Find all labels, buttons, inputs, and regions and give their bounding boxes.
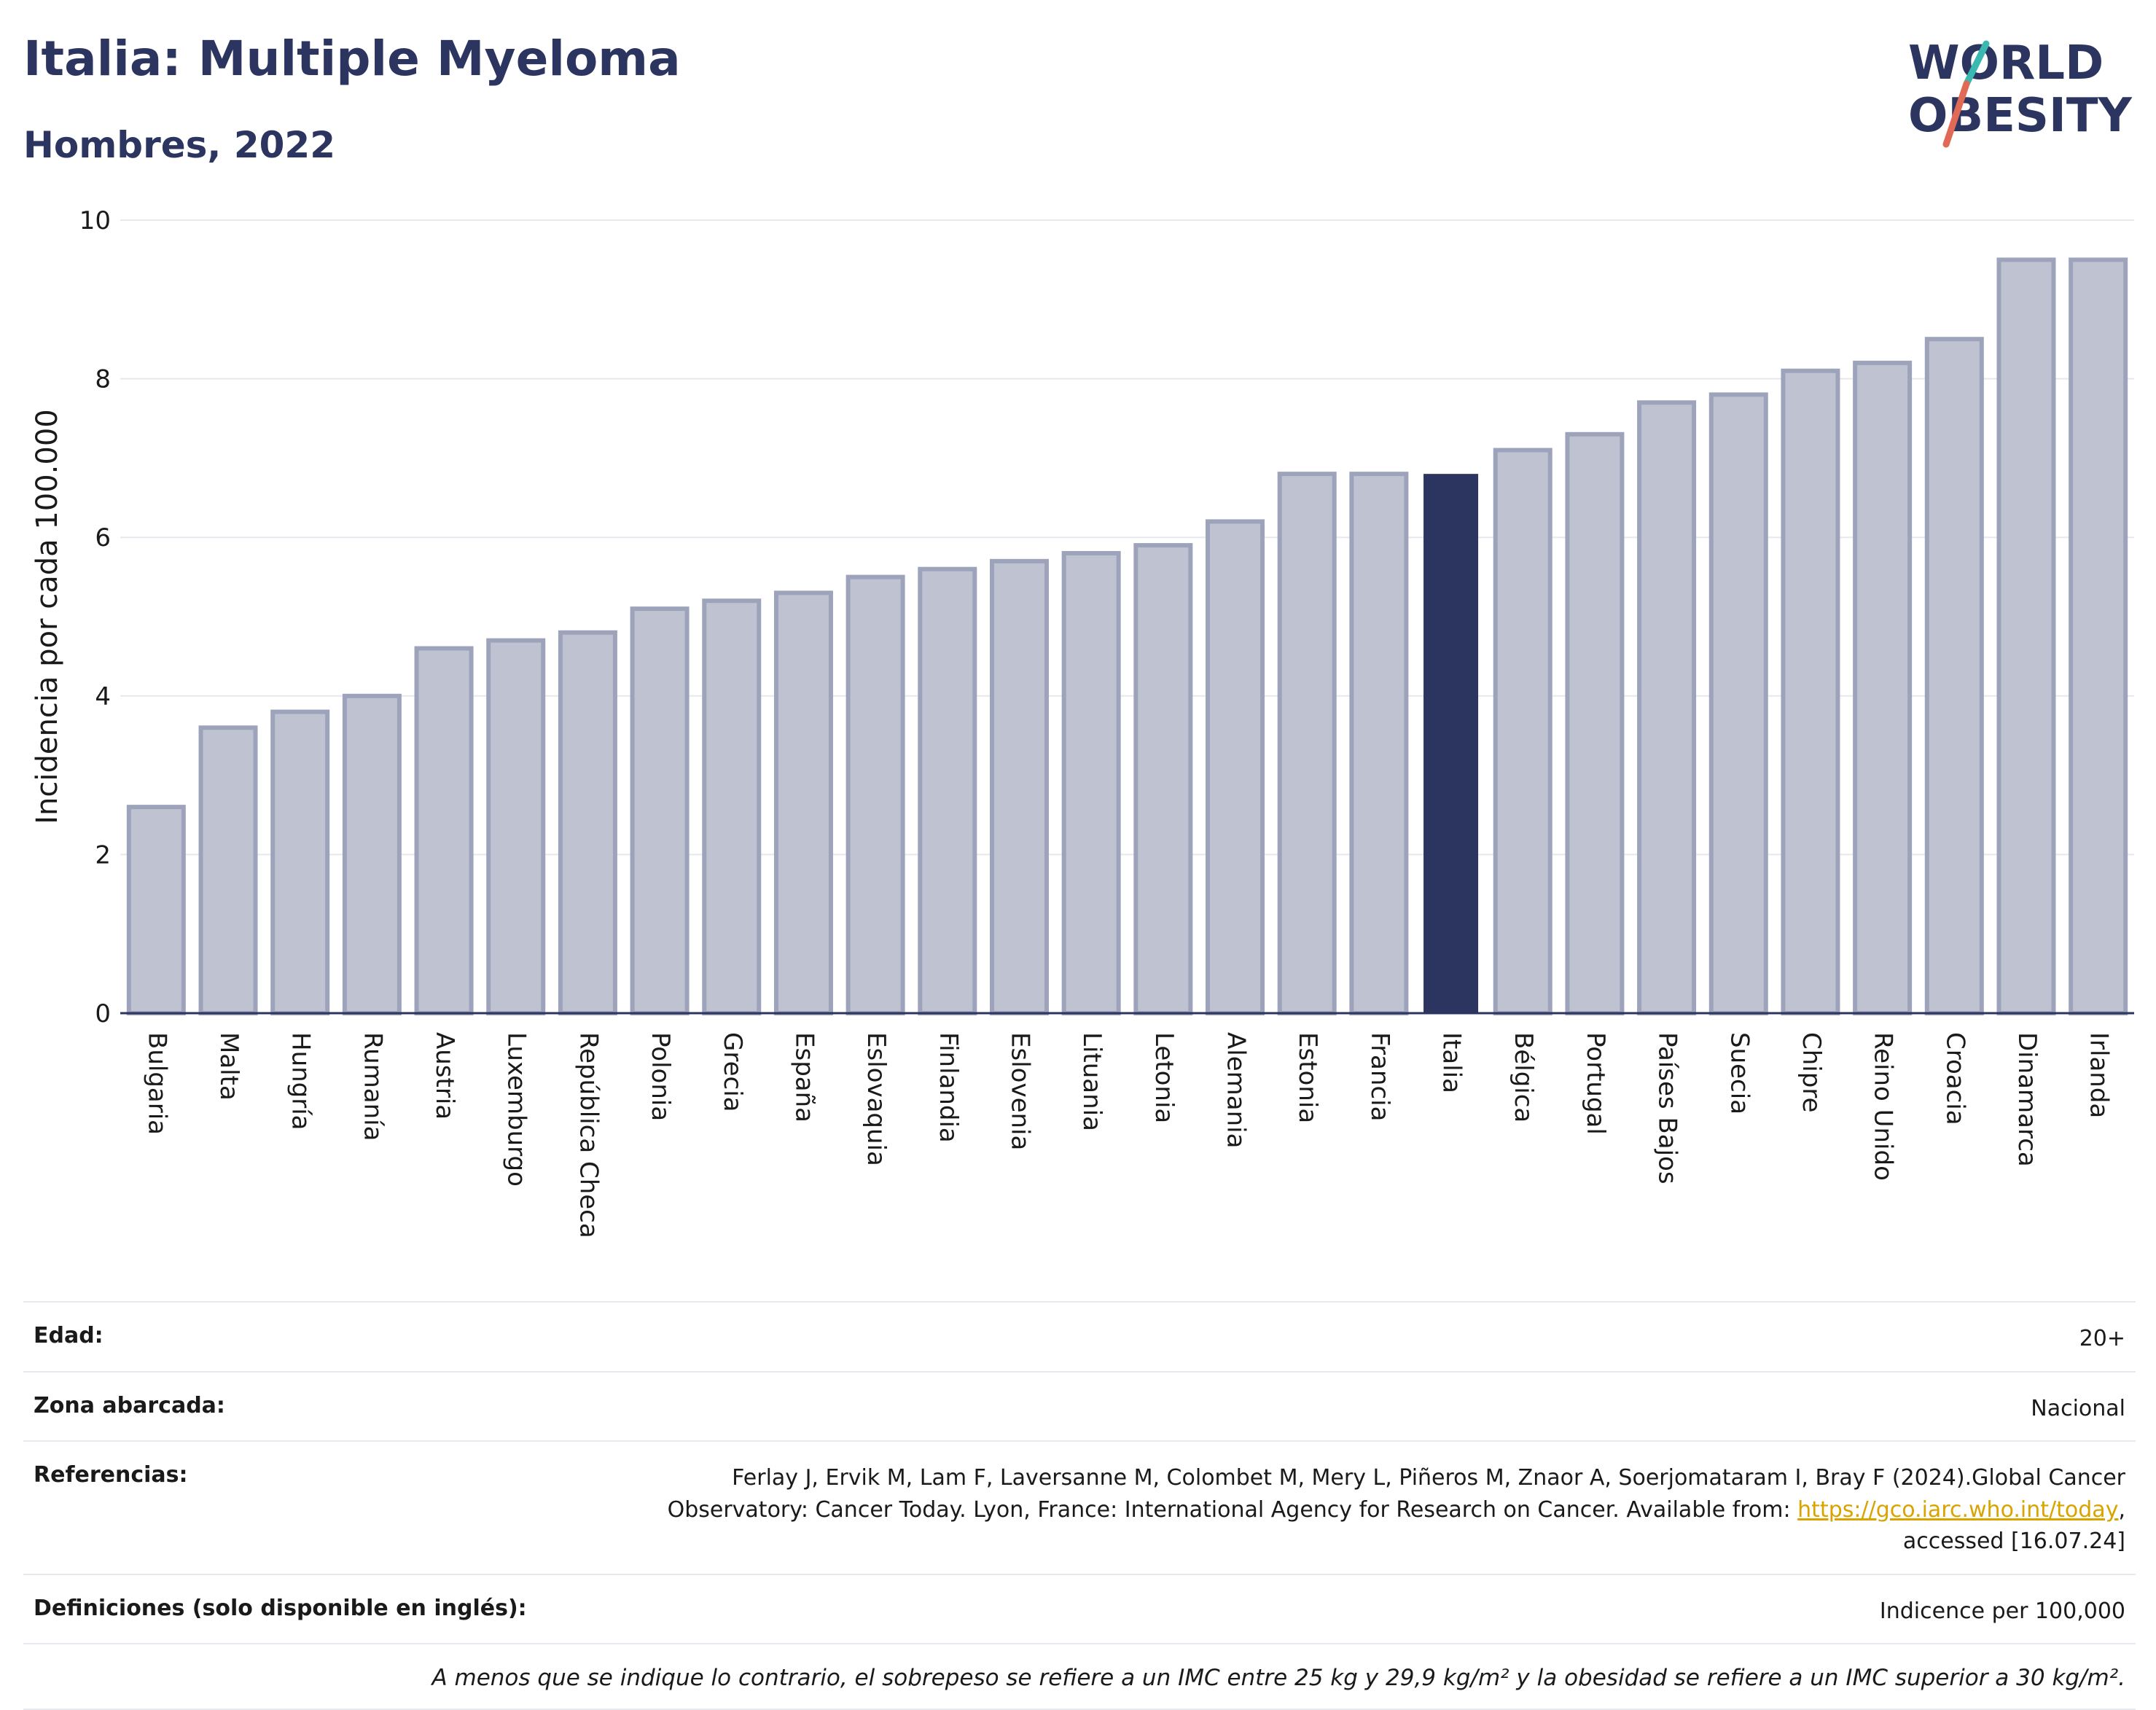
bar-irlanda (2069, 257, 2128, 1015)
bar-dinamarca (1996, 257, 2056, 1015)
x-tick-label: Finlandia (934, 1032, 963, 1143)
references-body: Ferlay J, Ervik M, Lam F, Laversanne M, … (667, 1465, 2125, 1523)
x-tick-label: Eslovaquia (862, 1032, 891, 1166)
bar-estonia (1277, 472, 1337, 1015)
x-tick-label: Hungría (286, 1032, 316, 1131)
bar-lituania (1061, 550, 1121, 1015)
references-tail: , accessed [16.07.24] (1902, 1496, 2125, 1555)
bar-malta (198, 725, 258, 1015)
bar-república-checa (558, 630, 617, 1015)
bar-eslovenia (989, 558, 1049, 1015)
bar-chipre (1781, 368, 1840, 1016)
bar-bulgaria (126, 805, 186, 1015)
x-tick-label: Grecia (718, 1032, 747, 1112)
y-tick-label: 10 (79, 206, 111, 235)
x-tick-label: Bélgica (1509, 1032, 1538, 1123)
x-tick-label: Luxemburgo (502, 1032, 531, 1187)
bar-suecia (1708, 392, 1768, 1015)
bar-hungría (270, 709, 330, 1015)
bar-alemania (1206, 519, 1265, 1015)
y-axis-label: Incidencia por cada 100.000 (31, 409, 64, 824)
age-label: Edad: (34, 1323, 103, 1348)
bar-italia (1423, 474, 1479, 1013)
x-tick-label: Chipre (1797, 1032, 1826, 1112)
bar-eslovaquia (845, 574, 905, 1015)
footnote: A menos que se indique lo contrario, el … (23, 1643, 2136, 1710)
bar-reino-unido (1853, 360, 1913, 1015)
bar-austria (414, 646, 474, 1016)
y-tick-label: 8 (95, 365, 111, 394)
references-text: Ferlay J, Ervik M, Lam F, Laversanne M, … (609, 1462, 2125, 1558)
bar-croacia (1924, 337, 1984, 1015)
bar-chart: 0 2 4 6 8 10 Bulgaria Malta Hungría Rumanía Austr… (31, 206, 2134, 1238)
bar-francia (1349, 472, 1409, 1015)
y-tick-label: 6 (95, 523, 111, 553)
x-tick-label: Rumanía (358, 1032, 387, 1141)
chart-title: Italia: Multiple Myeloma (23, 31, 681, 87)
x-tick-label: República Checa (574, 1032, 603, 1238)
bars (126, 257, 2128, 1016)
x-tick-label: Países Bajos (1653, 1032, 1682, 1184)
y-tick-label: 0 (95, 999, 111, 1028)
bar-finlandia (918, 566, 977, 1015)
bar-grecia (702, 598, 762, 1015)
logo-line1: WORLD (1908, 36, 2104, 90)
bar-países-bajos (1637, 400, 1697, 1015)
chart-subtitle: Hombres, 2022 (23, 124, 335, 166)
world-obesity-logo: WORLD OBESITY (1908, 36, 2132, 148)
info-table: Edad: 20+ Zona abarcada: Nacional Refere… (23, 1301, 2136, 1710)
bar-polonia (630, 606, 690, 1015)
x-tick-label: Polonia (646, 1032, 675, 1121)
bar-españa (773, 590, 833, 1015)
logo-slash-top (1963, 40, 1990, 87)
x-tick-label: Reino Unido (1869, 1032, 1898, 1181)
y-tick-label: 2 (95, 840, 111, 870)
definitions-row: Definiciones (solo disponible en inglés)… (23, 1573, 2136, 1644)
area-label: Zona abarcada: (34, 1392, 225, 1418)
x-axis-tick-labels: Bulgaria Malta Hungría Rumanía Austria Luxemb… (142, 1032, 2113, 1238)
definitions-label: Definiciones (solo disponible en inglés)… (34, 1595, 527, 1621)
x-tick-label: Croacia (1940, 1032, 1969, 1125)
references-label: Referencias: (34, 1462, 188, 1488)
area-row: Zona abarcada: Nacional (23, 1370, 2136, 1441)
logo-slash-bottom (1942, 80, 1970, 148)
references-link[interactable]: https://gco.iarc.who.int/today (1797, 1496, 2119, 1523)
x-tick-label: Suecia (1725, 1032, 1754, 1114)
x-tick-label: Estonia (1293, 1032, 1322, 1123)
x-tick-label: España (789, 1032, 819, 1123)
logo-line2: OBESITY (1908, 89, 2132, 143)
references-row: Referencias: Ferlay J, Ervik M, Lam F, L… (23, 1440, 2136, 1574)
x-tick-label: Eslovenia (1005, 1032, 1034, 1150)
age-row: Edad: 20+ (23, 1301, 2136, 1371)
y-axis-ticks: 0 2 4 6 8 10 (79, 206, 111, 1028)
x-tick-label: Portugal (1581, 1032, 1610, 1135)
x-tick-label: Francia (1365, 1032, 1394, 1121)
area-value: Nacional (2031, 1395, 2125, 1421)
bar-portugal (1565, 432, 1625, 1015)
x-tick-label: Austria (430, 1032, 459, 1120)
x-tick-label: Bulgaria (142, 1032, 171, 1135)
x-tick-label: Alemania (1222, 1032, 1251, 1148)
bar-luxemburgo (486, 638, 546, 1015)
bar-letonia (1133, 543, 1193, 1015)
x-tick-label: Italia (1437, 1032, 1466, 1093)
x-tick-label: Dinamarca (2012, 1032, 2042, 1167)
y-tick-label: 4 (95, 682, 111, 711)
bar-rumanía (342, 693, 402, 1015)
bar-bélgica (1493, 448, 1552, 1015)
age-value: 20+ (2079, 1326, 2125, 1351)
x-tick-label: Letonia (1149, 1032, 1179, 1123)
x-tick-label: Malta (214, 1032, 243, 1101)
x-tick-label: Irlanda (2085, 1032, 2114, 1118)
definitions-value: Indicence per 100,000 (1879, 1598, 2125, 1624)
x-tick-label: Lituania (1077, 1032, 1106, 1131)
